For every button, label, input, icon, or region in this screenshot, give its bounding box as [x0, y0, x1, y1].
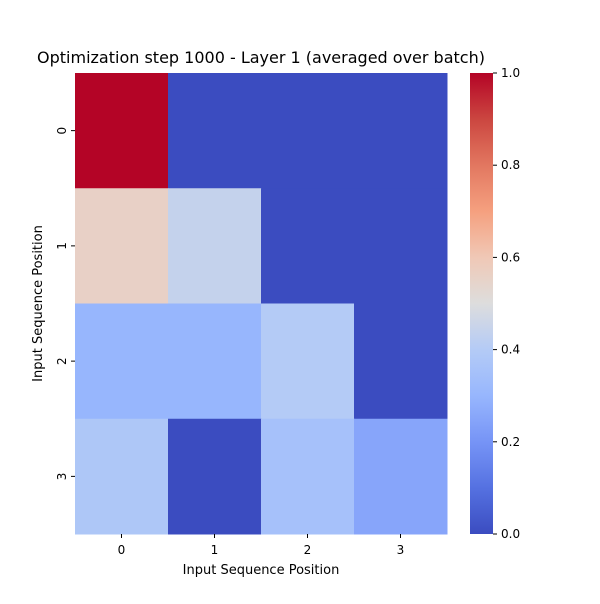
colorbar-tick-label: 0.6 — [501, 250, 520, 264]
colorbar — [470, 73, 493, 534]
colorbar-tick-label: 1.0 — [501, 66, 520, 80]
x-tick-label: 0 — [118, 543, 126, 557]
heatmap-cell-r3-c2 — [261, 418, 355, 535]
heatmap-cell-r1-c0 — [75, 188, 169, 304]
y-tick-label: 2 — [55, 357, 69, 365]
y-axis-label: Input Sequence Position — [31, 225, 46, 382]
heatmap-cell-r0-c3 — [354, 73, 448, 189]
y-tick-label: 0 — [55, 127, 69, 135]
heatmap-cells — [75, 73, 448, 535]
heatmap-cell-r2-c3 — [354, 303, 448, 420]
heatmap-cell-r1-c3 — [354, 188, 448, 304]
colorbar-tick-label: 0.2 — [501, 435, 520, 449]
heatmap-cell-r3-c0 — [75, 418, 169, 535]
heatmap-cell-r0-c2 — [261, 73, 355, 189]
x-tick-label: 3 — [397, 543, 405, 557]
colorbar-tick-label: 0.0 — [501, 527, 520, 541]
colorbar-ticks: 0.0 0.2 0.4 0.6 0.8 1.0 — [493, 66, 520, 541]
heatmap-cell-r1-c1 — [168, 188, 262, 304]
heatmap-cell-r2-c0 — [75, 303, 169, 420]
x-axis-ticks: 0 1 2 3 — [118, 534, 405, 557]
chart-title: Optimization step 1000 - Layer 1 (averag… — [37, 48, 485, 67]
heatmap-cell-r1-c2 — [261, 188, 355, 304]
heatmap-cell-r2-c1 — [168, 303, 262, 420]
y-axis-ticks: 0 1 2 3 — [55, 127, 75, 480]
y-tick-label: 3 — [55, 473, 69, 481]
heatmap-cell-r2-c2 — [261, 303, 355, 420]
x-axis-label: Input Sequence Position — [183, 563, 340, 578]
heatmap-cell-r3-c1 — [168, 418, 262, 535]
heatmap-cell-r0-c1 — [168, 73, 262, 189]
heatmap-cell-r0-c0 — [75, 73, 169, 189]
colorbar-tick-label: 0.8 — [501, 158, 520, 172]
y-tick-label: 1 — [55, 242, 69, 250]
colorbar-tick-label: 0.4 — [501, 343, 520, 357]
heatmap-cell-r3-c3 — [354, 418, 448, 535]
x-tick-label: 1 — [211, 543, 219, 557]
x-tick-label: 2 — [304, 543, 312, 557]
